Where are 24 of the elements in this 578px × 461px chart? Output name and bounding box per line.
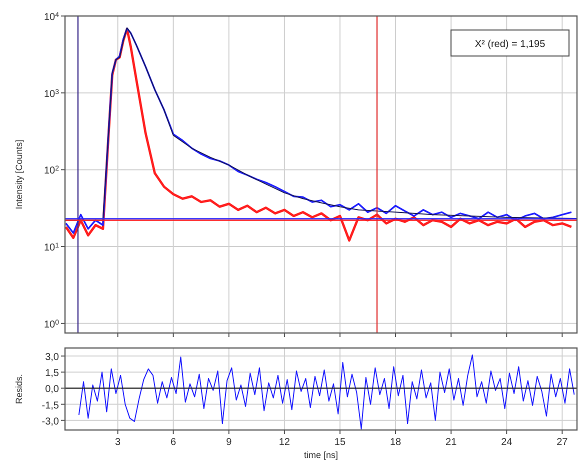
y-axis-title: Intensity [Counts] (14, 140, 24, 210)
y-tick-label: 10$^{2}$ (44, 165, 60, 177)
y-axis-title: Resids. (14, 374, 24, 404)
x-tick-label: 3 (114, 437, 121, 448)
annotation: X² (red) = 1,195 (474, 39, 546, 50)
y-tick-label: 10$^{3}$ (44, 88, 60, 100)
y-tick-label: 10$^{4}$ (44, 12, 60, 23)
x-tick-label: 21 (446, 437, 458, 448)
x-tick-label: 27 (556, 437, 568, 448)
x-tick-label: 24 (501, 437, 513, 448)
x-tick-label: 9 (226, 437, 232, 448)
line-series (78, 354, 575, 430)
x-tick-label: 12 (278, 437, 290, 448)
y-tick-label: 1,5 (45, 368, 60, 380)
y-tick-label: 10$^{1}$ (44, 242, 60, 254)
y-tick-label: 10$^{0}$ (44, 318, 60, 330)
x-tick-label: 15 (334, 437, 346, 448)
y-tick-label: 3,0 (45, 352, 60, 364)
x-tick-label: 18 (390, 437, 402, 448)
y-tick-label: -1,5 (42, 400, 60, 412)
y-tick-label: 0,0 (45, 384, 60, 396)
x-axis-title: time [ns] (304, 450, 338, 460)
x-tick-label: 6 (170, 437, 177, 448)
y-tick-label: -3,0 (42, 416, 60, 428)
